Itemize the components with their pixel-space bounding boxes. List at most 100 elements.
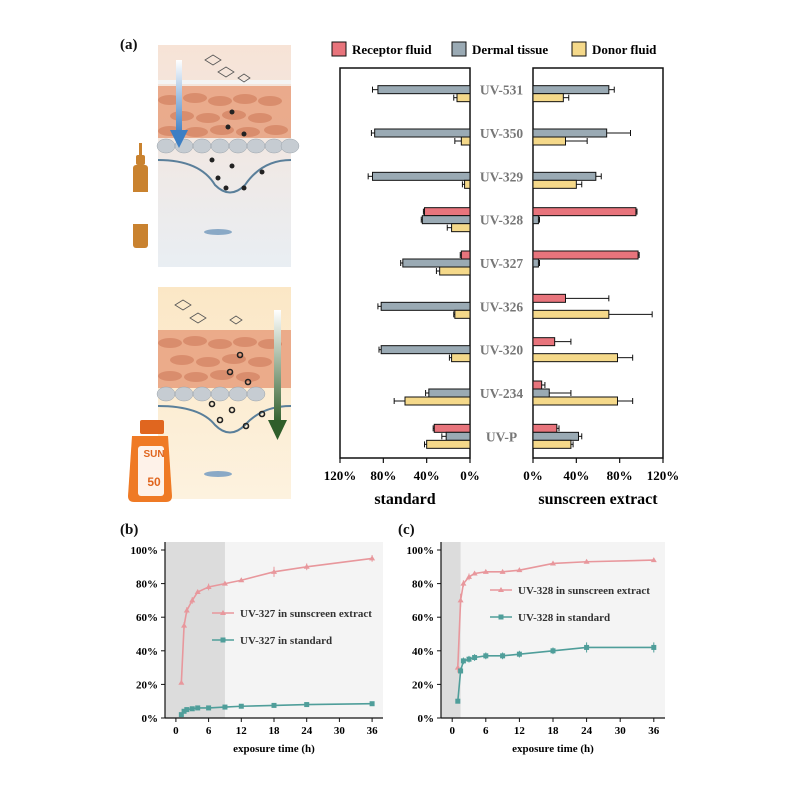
data-point [206, 705, 212, 711]
legend-label: Receptor fluid [352, 42, 432, 57]
category-label: UV-320 [480, 343, 523, 358]
data-point [583, 558, 590, 564]
x-tick-label: 36 [648, 725, 660, 737]
y-tick-label: 20% [412, 679, 434, 691]
data-point [238, 577, 245, 583]
category-label: UV-234 [480, 386, 523, 401]
shaded-region [441, 542, 461, 718]
x-tick-label: 24 [581, 725, 593, 737]
data-point [178, 712, 184, 718]
x-tick-label: 120% [647, 468, 680, 483]
category-label: UV-328 [480, 213, 523, 228]
x-tick-label: 24 [301, 725, 313, 737]
data-point [466, 656, 472, 662]
data-point [184, 707, 190, 713]
y-tick-label: 40% [412, 646, 434, 658]
category-label: UV-350 [480, 126, 523, 141]
legend-swatch [451, 41, 467, 57]
data-point [499, 568, 506, 574]
data-point [472, 655, 478, 661]
data-point [271, 702, 277, 708]
x-tick-label: 120% [324, 468, 357, 483]
data-point [457, 597, 464, 603]
sunscreen-bottle-icon [128, 420, 172, 502]
x-tick-label: 40% [414, 468, 440, 483]
data-point [483, 653, 489, 659]
data-point [221, 580, 228, 586]
x-tick-label: 0% [523, 468, 543, 483]
data-point [222, 704, 228, 710]
data-point [178, 679, 185, 685]
legend-label: UV-328 in sunscreen extract [518, 585, 650, 597]
data-point [369, 555, 376, 561]
legend-marker [220, 610, 226, 615]
y-tick-label: 40% [136, 646, 158, 658]
shaded-region [165, 542, 225, 718]
legend-marker [498, 614, 504, 620]
standard-illustration [156, 45, 300, 267]
x-tick-label: 80% [370, 468, 396, 483]
data-point [471, 570, 478, 576]
x-tick-label: 12 [514, 725, 526, 737]
x-axis-label-standard: standard [374, 491, 435, 508]
data-point [482, 568, 489, 574]
category-label: UV-326 [480, 299, 523, 314]
x-tick-label: 30 [334, 725, 346, 737]
sun-label: SUN [143, 449, 165, 460]
data-point [181, 708, 187, 714]
x-tick-label: 6 [483, 725, 489, 737]
x-tick-label: 18 [269, 725, 281, 737]
data-point [189, 706, 195, 712]
legend-marker [498, 587, 504, 592]
data-point [460, 580, 467, 586]
y-tick-label: 80% [136, 579, 158, 591]
data-point [516, 567, 523, 573]
panel-label-a: (a) [120, 37, 138, 53]
x-tick-label: 6 [206, 725, 212, 737]
data-point [454, 664, 461, 670]
category-label: UV-P [486, 429, 517, 444]
data-point [369, 701, 375, 707]
x-tick-label: 80% [607, 468, 633, 483]
legend-marker [220, 637, 226, 643]
y-tick-label: 60% [136, 612, 158, 624]
legend-label: UV-327 in sunscreen extract [240, 608, 372, 620]
x-axis-label-sunscreen: sunscreen extract [538, 491, 658, 508]
x-tick-label: 0 [449, 725, 455, 737]
legend-label: UV-327 in standard [240, 635, 332, 647]
data-point [650, 557, 657, 563]
x-tick-label: 30 [615, 725, 627, 737]
data-point [205, 583, 212, 589]
data-point [194, 589, 201, 594]
legend-label: Donor fluid [592, 42, 657, 57]
data-point [189, 597, 196, 603]
x-tick-label: 36 [367, 725, 379, 737]
y-tick-label: 100% [131, 545, 159, 557]
y-tick-label: 0% [142, 713, 159, 725]
sunscreen-illustration [156, 287, 292, 499]
plot-background [441, 542, 665, 718]
data-point [500, 653, 506, 659]
data-point [181, 622, 188, 628]
ampoule-icon [133, 143, 148, 248]
category-label: UV-531 [480, 83, 523, 98]
data-point [550, 560, 556, 566]
panel-label-c: (c) [398, 522, 415, 538]
panel-label-b: (b) [120, 522, 139, 538]
y-tick-label: 20% [136, 679, 158, 691]
data-point [550, 648, 556, 654]
x-tick-label: 40% [563, 468, 589, 483]
data-point [516, 651, 522, 657]
x-axis-label: exposure time (h) [512, 743, 594, 755]
x-tick-label: 12 [236, 725, 248, 737]
y-tick-label: 100% [407, 545, 435, 557]
chart-a: Receptor fluid Dermal tissue Donor fluid UV… [324, 41, 680, 508]
data-point [271, 568, 277, 574]
data-point [238, 703, 244, 709]
data-point [584, 644, 590, 650]
data-point [455, 698, 461, 704]
category-label: UV-329 [480, 169, 523, 184]
data-point [651, 644, 657, 650]
